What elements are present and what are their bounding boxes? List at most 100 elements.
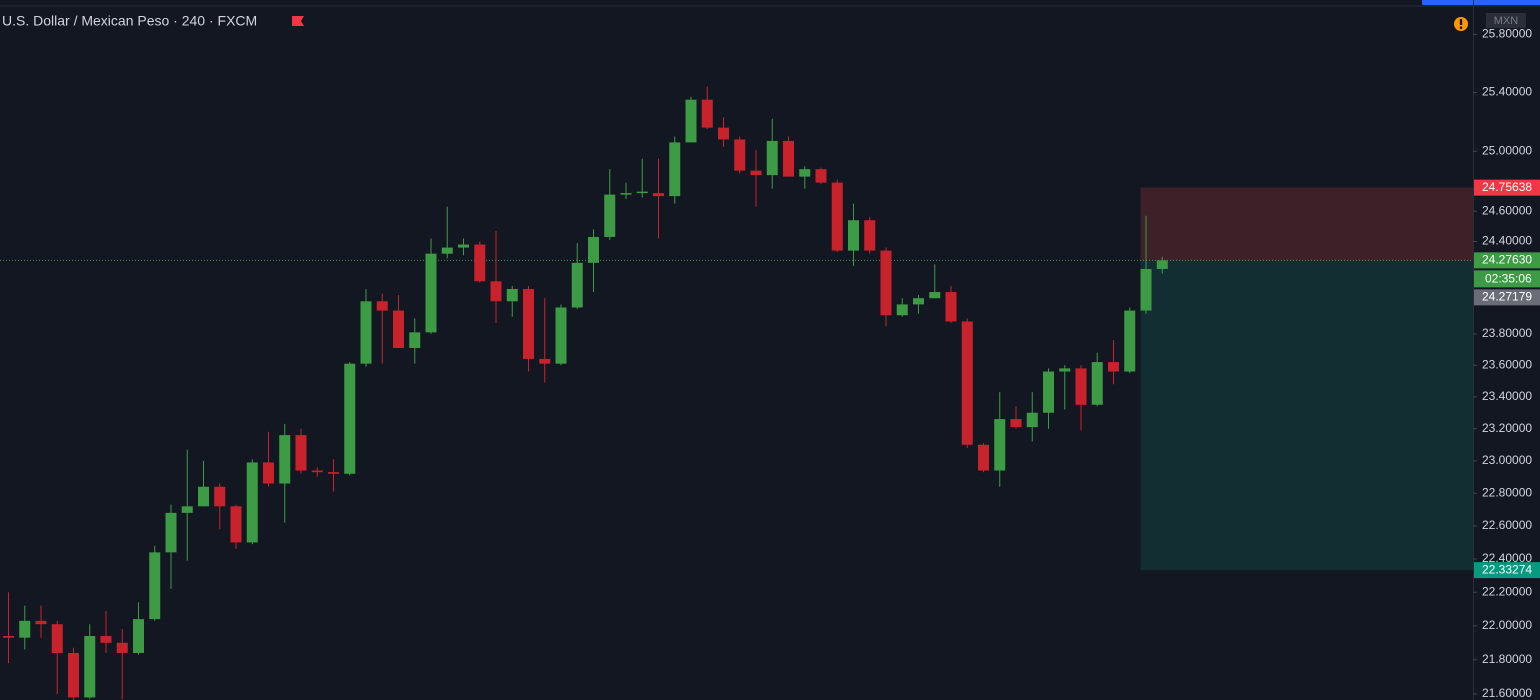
stop-label: 24.75638 [1482,180,1532,194]
candle-body [1124,310,1136,372]
candle-body [181,506,193,513]
candle-body [750,170,762,176]
top-tab [1422,0,1540,5]
y-tick-label: 25.40000 [1482,85,1532,99]
candle-body [734,139,746,171]
candle-body [555,307,567,364]
y-tick-label: 23.60000 [1482,357,1532,371]
candle-body [913,298,924,305]
chart-title: U.S. Dollar / Mexican Peso · 240 · FXCM [2,13,257,29]
candle-body [653,193,664,197]
candle-body [279,435,291,484]
y-tick-label: 25.80000 [1482,27,1532,41]
candle-body [1108,362,1119,372]
candle-body [376,301,388,311]
candle-body [766,140,778,176]
candle-body [880,250,892,316]
stop-label-box [1474,179,1540,196]
loss-zone [1140,187,1473,262]
candle-body [783,140,794,177]
candle-body [35,620,47,625]
candle-body [588,236,599,263]
candle-body [3,636,14,638]
candle-body [116,642,128,653]
candle-body [263,462,274,484]
y-tick-label: 22.80000 [1482,485,1532,499]
y-tick-label: 22.60000 [1482,518,1532,532]
y-tick-label: 22.00000 [1482,618,1532,632]
candle-body [328,472,339,474]
candle-body [441,247,453,254]
candle-body [425,253,437,333]
candle-body [51,624,63,653]
currency-badge[interactable] [1486,13,1526,28]
candle-body [539,358,551,364]
last-price-label: 24.27630 [1482,253,1532,267]
candle-body [393,310,404,348]
y-tick-label: 23.20000 [1482,421,1532,435]
candle-body [68,652,79,698]
candle-body [1010,419,1022,428]
entry-label: 24.27179 [1482,290,1532,304]
candle-body [961,321,973,445]
y-tick-label: 22.20000 [1482,584,1532,598]
candle-body [360,301,372,364]
candle-body [864,220,876,251]
candle-body [669,142,681,197]
candle-body [571,262,583,308]
candle-body [848,220,859,251]
candle-body [896,304,908,316]
warning-dot [1459,26,1463,29]
entry-label-box [1474,289,1540,306]
candle-body [246,462,258,543]
y-tick-label: 23.80000 [1482,326,1532,340]
candle-body [929,292,941,299]
candle-body [1059,368,1071,372]
countdown-box [1474,270,1540,288]
candle-body [1140,268,1152,311]
candle-body [701,99,713,128]
candle-body [1043,371,1054,413]
candle-body [636,191,648,194]
y-tick-label: 23.40000 [1482,389,1532,403]
y-tick-label: 21.60000 [1482,686,1532,700]
candle-body [1026,412,1038,428]
last-price-label-box [1474,252,1540,269]
candle-body [214,486,226,507]
candle-body [945,292,957,322]
y-tick-label: 21.80000 [1482,652,1532,666]
y-tick-label: 22.40000 [1482,551,1532,565]
candle-body [718,127,729,140]
candle-body [474,244,486,282]
candle-body [506,288,518,302]
candle-body [230,506,242,543]
y-tick-label: 23.00000 [1482,453,1532,467]
y-tick-label: 24.40000 [1482,234,1532,248]
candle-body [685,99,697,143]
currency-label: MXN [1494,15,1519,27]
candle-body [409,332,421,348]
candle-body [799,169,811,177]
candle-body [978,444,989,471]
candle-body [620,193,632,195]
candle-body [815,169,827,183]
countdown: 02:35:06 [1485,272,1532,286]
y-tick-label: 24.60000 [1482,203,1532,217]
candle-body [523,288,534,359]
candle-body [100,636,112,643]
flag-icon [292,16,304,26]
candle-body [458,244,469,248]
candle-body [165,512,177,553]
target-label: 22.33274 [1482,562,1532,576]
candle-body [831,182,843,251]
candle-body [994,419,1006,471]
candle-body [490,281,502,302]
target-label-box [1474,562,1540,579]
y-tick-label: 25.00000 [1482,143,1532,157]
candle-body [311,470,323,473]
candle-body [198,486,209,507]
candle-body [1075,368,1087,405]
candle-body [604,194,616,237]
